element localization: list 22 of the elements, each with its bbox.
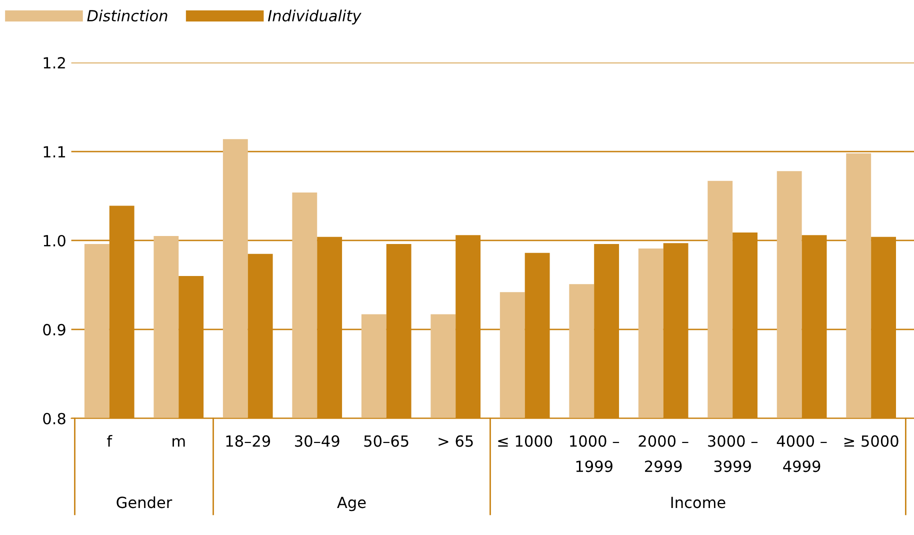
x-tick-label: 3000 – 3999 [708, 435, 758, 472]
y-tick-label: 1.0 [44, 234, 66, 247]
y-tick-label: 1.2 [44, 57, 65, 68]
x-tick-label: 50–65 [364, 435, 408, 447]
x-tick-label: ≥ 5000 [844, 435, 898, 447]
y-tick-label: 0.8 [43, 412, 66, 424]
x-tick-label: 18–29 [226, 435, 270, 447]
x-tick-label: 2000 – 2999 [638, 435, 688, 472]
x-tick-label: f [107, 435, 112, 447]
text: Income [671, 496, 726, 508]
x-tick-label: > 65 [438, 435, 473, 447]
x-tick-label: m [172, 438, 185, 447]
legend-label: Distinction [87, 10, 168, 22]
text: Gender [116, 496, 172, 508]
x-tick-label: ≤ 1000 [498, 435, 552, 447]
text: Age [337, 496, 366, 512]
x-tick-label: 1000 – 1999 [570, 435, 620, 472]
y-tick-label: 0.9 [43, 324, 66, 336]
legend-label: Individuality [268, 10, 362, 24]
x-tick-label: 4000 – 4999 [776, 435, 827, 472]
y-tick-label: 1.1 [44, 146, 66, 158]
x-tick-label: 30–49 [295, 435, 340, 447]
